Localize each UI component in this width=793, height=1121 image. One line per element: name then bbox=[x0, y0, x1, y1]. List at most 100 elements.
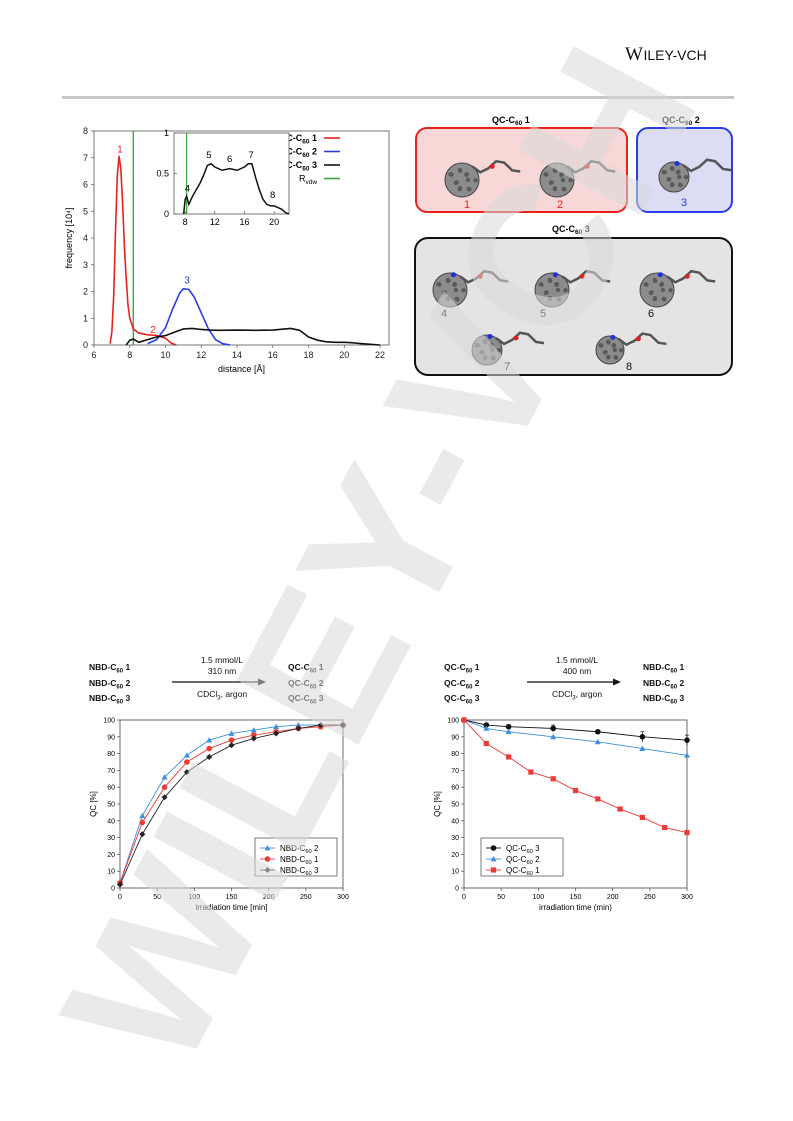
y-axis-label: QC [%] bbox=[433, 791, 442, 817]
box-qc-c60-1: QC-C60 1 bbox=[415, 115, 628, 213]
y-tick-label: 30 bbox=[451, 835, 459, 842]
data-point bbox=[684, 737, 690, 743]
x-tick-label: 150 bbox=[570, 894, 582, 901]
y-tick-label: 6 bbox=[83, 180, 88, 190]
molecule-structure bbox=[595, 332, 667, 365]
data-point bbox=[506, 754, 512, 760]
data-point bbox=[483, 722, 490, 728]
atom bbox=[453, 287, 459, 293]
data-point bbox=[684, 752, 690, 758]
atom bbox=[457, 168, 463, 174]
atom bbox=[612, 347, 618, 353]
data-point bbox=[139, 831, 146, 838]
structure-number: 6 bbox=[648, 308, 654, 320]
atom bbox=[445, 278, 451, 284]
x-tick-label: 250 bbox=[644, 894, 656, 901]
data-point bbox=[184, 759, 190, 765]
nitrogen-atom bbox=[450, 272, 456, 278]
scheme-right-conditions-top: 1.5 mmol/L 400 nm bbox=[555, 655, 599, 676]
molecule-structure bbox=[534, 269, 611, 308]
x-tick-label: 50 bbox=[153, 894, 161, 901]
y-tick-label: 0 bbox=[83, 340, 88, 350]
data-point bbox=[228, 742, 235, 749]
scheme-right-arrow bbox=[527, 678, 621, 686]
inset-x-tick-label: 16 bbox=[239, 217, 249, 227]
oxygen-atom bbox=[684, 273, 690, 279]
molecule-structure bbox=[539, 159, 616, 198]
data-point bbox=[340, 722, 346, 729]
box3-title: QC-C60 3 bbox=[552, 224, 590, 236]
structure-number: 3 bbox=[681, 197, 687, 209]
data-point bbox=[183, 769, 190, 776]
data-point bbox=[595, 728, 601, 735]
atom bbox=[465, 177, 471, 183]
structure-number: 4 bbox=[441, 308, 447, 320]
data-point bbox=[528, 769, 534, 775]
atom bbox=[442, 290, 447, 295]
atom bbox=[661, 296, 666, 301]
inset-y-tick-label: 0 bbox=[164, 209, 169, 219]
data-point bbox=[117, 881, 123, 888]
atom bbox=[445, 296, 451, 301]
inset-peak-label: 5 bbox=[206, 150, 211, 161]
atom bbox=[461, 288, 466, 293]
x-tick-label: 8 bbox=[127, 350, 132, 360]
oxygen-atom bbox=[477, 273, 483, 279]
series-line-2 bbox=[147, 288, 231, 346]
data-point bbox=[264, 856, 271, 862]
x-tick-label: 22 bbox=[375, 350, 385, 360]
legend-label: QC-C60 3 bbox=[506, 844, 540, 855]
scheme-compound: NBD-C60 1 bbox=[89, 662, 131, 675]
side-chain bbox=[617, 332, 667, 347]
inset-x-tick-label: 20 bbox=[269, 217, 279, 227]
y-tick-label: 50 bbox=[451, 802, 459, 809]
atom bbox=[668, 288, 673, 293]
x-tick-label: 10 bbox=[161, 350, 171, 360]
y-axis-label: frequency [10⁴] bbox=[64, 208, 74, 269]
atom bbox=[606, 354, 611, 359]
atom bbox=[613, 355, 618, 360]
y-tick-label: 40 bbox=[107, 818, 115, 825]
legend-label: NBD-C60 1 bbox=[280, 855, 319, 866]
oxygen-atom bbox=[489, 163, 495, 169]
atom bbox=[560, 177, 566, 183]
x-tick-label: 0 bbox=[118, 894, 122, 901]
inset-peak-label: 4 bbox=[185, 183, 190, 194]
atom bbox=[464, 172, 469, 178]
box2-title: QC-C60 2 bbox=[662, 115, 700, 127]
scheme-compound: NBD-C60 1 bbox=[643, 662, 685, 675]
header-rule bbox=[62, 96, 734, 99]
data-point bbox=[490, 845, 497, 851]
nitrogen-atom bbox=[487, 334, 493, 339]
data-point bbox=[183, 752, 190, 758]
data-point bbox=[461, 717, 467, 723]
y-tick-label: 40 bbox=[451, 818, 459, 825]
inset-peak-label: 8 bbox=[270, 190, 275, 201]
data-point bbox=[264, 867, 271, 873]
atom bbox=[547, 296, 553, 301]
conversion-nbd-to-qc-chart: 0 50 100 150 200 250 300 0 10 20 30 40 50 60 70 80 90 100… bbox=[89, 718, 349, 913]
y-tick-label: 5 bbox=[83, 206, 88, 216]
y-tick-label: 100 bbox=[103, 718, 115, 725]
legend-label: QC-C60 3 bbox=[279, 160, 317, 172]
x-tick-label: 6 bbox=[91, 350, 96, 360]
molecule-structure bbox=[639, 269, 716, 308]
atom bbox=[480, 349, 485, 355]
data-point bbox=[639, 814, 645, 821]
data-point bbox=[572, 787, 579, 794]
inset-x-tick-label: 12 bbox=[210, 217, 220, 227]
atom bbox=[556, 296, 561, 301]
data-point bbox=[161, 794, 168, 801]
atom bbox=[544, 172, 549, 177]
structure-number: 7 bbox=[504, 361, 510, 373]
x-tick-label: 250 bbox=[300, 894, 312, 901]
x-tick-label: 300 bbox=[681, 894, 693, 901]
side-chain bbox=[566, 159, 616, 174]
y-tick-label: 4 bbox=[83, 233, 88, 243]
x-tick-label: 20 bbox=[339, 350, 349, 360]
y-tick-label: 50 bbox=[107, 802, 115, 809]
data-point bbox=[273, 730, 280, 737]
scheme-left-conditions-top: 1.5 mmol/L 310 nm bbox=[200, 655, 244, 676]
x-tick-label: 18 bbox=[304, 350, 314, 360]
